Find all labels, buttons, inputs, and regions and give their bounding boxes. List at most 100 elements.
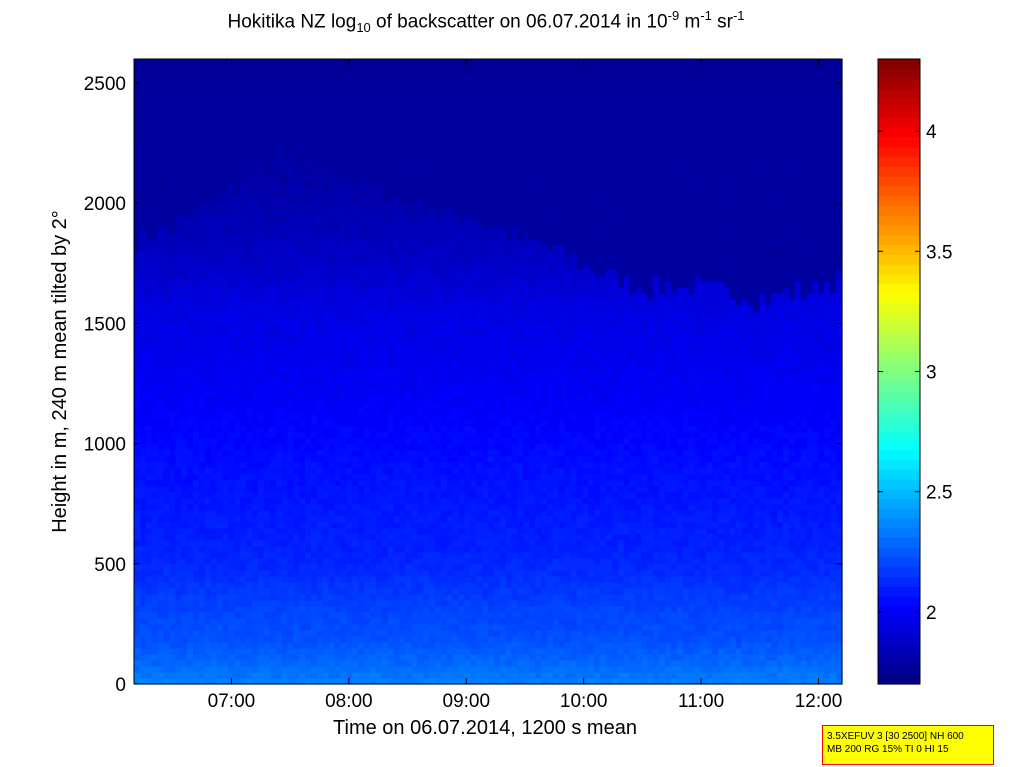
heatmap-cell — [175, 389, 182, 397]
heatmap-cell — [157, 203, 165, 210]
heatmap-cell — [381, 245, 389, 252]
heatmap-cell — [299, 581, 306, 589]
heatmap-cell — [352, 149, 359, 156]
heatmap-cell — [358, 197, 365, 204]
heatmap-cell — [405, 239, 412, 246]
heatmap-cell — [263, 641, 271, 649]
heatmap-cell — [328, 401, 336, 409]
heatmap-cell — [157, 119, 165, 126]
heatmap-cell — [240, 551, 247, 559]
heatmap-cell — [293, 497, 300, 505]
heatmap-cell — [169, 383, 176, 391]
heatmap-cell — [311, 89, 318, 96]
heatmap-cell — [393, 221, 401, 228]
heatmap-cell — [399, 479, 406, 487]
heatmap-cell — [269, 647, 277, 655]
heatmap-cell — [393, 521, 401, 529]
heatmap-cell — [275, 173, 283, 180]
heatmap-cell — [134, 245, 141, 252]
heatmap-cell — [263, 347, 271, 355]
heatmap-cell — [151, 251, 159, 258]
heatmap-cell — [193, 119, 200, 126]
heatmap-cell — [299, 461, 306, 469]
heatmap-cell — [322, 539, 330, 547]
heatmap-cell — [222, 371, 229, 379]
heatmap-cell — [134, 353, 141, 361]
heatmap-cell — [340, 671, 347, 679]
heatmap-cell — [204, 341, 212, 349]
heatmap-cell — [257, 557, 265, 565]
heatmap-cell — [299, 359, 306, 367]
heatmap-cell — [322, 137, 330, 144]
heatmap-cell — [175, 635, 182, 643]
heatmap-cell — [281, 539, 288, 547]
heatmap-cell — [257, 665, 265, 673]
heatmap-cell — [334, 119, 342, 126]
heatmap-cell — [228, 353, 235, 361]
heatmap-cell — [299, 635, 306, 643]
heatmap-cell — [139, 323, 147, 331]
heatmap-cell — [240, 143, 247, 150]
heatmap-cell — [134, 575, 141, 583]
heatmap-cell — [175, 617, 182, 625]
heatmap-cell — [228, 509, 235, 517]
heatmap-cell — [193, 65, 200, 72]
heatmap-cell — [169, 263, 176, 270]
heatmap-cell — [187, 257, 194, 264]
heatmap-cell — [375, 347, 383, 355]
heatmap-cell — [334, 293, 342, 300]
heatmap-cell — [322, 545, 330, 553]
heatmap-cell — [175, 149, 182, 156]
heatmap-cell — [246, 677, 253, 685]
heatmap-cell — [193, 239, 200, 246]
heatmap-cell — [305, 263, 312, 270]
heatmap-cell — [269, 419, 277, 427]
heatmap-cell — [246, 299, 253, 306]
heatmap-cell — [340, 653, 347, 661]
heatmap-cell — [222, 197, 229, 204]
heatmap-cell — [387, 611, 395, 619]
heatmap-cell — [299, 209, 306, 216]
heatmap-cell — [370, 623, 377, 631]
heatmap-cell — [263, 335, 271, 343]
heatmap-cell — [234, 275, 241, 282]
heatmap-cell — [370, 281, 377, 288]
heatmap-cell — [387, 371, 395, 379]
heatmap-cell — [198, 521, 206, 529]
heatmap-cell — [134, 437, 141, 445]
heatmap-cell — [228, 281, 235, 288]
heatmap-cell — [246, 221, 253, 228]
heatmap-cell — [139, 521, 147, 529]
heatmap-cell — [358, 251, 365, 258]
heatmap-cell — [204, 659, 212, 667]
heatmap-cell — [393, 425, 401, 433]
heatmap-cell — [346, 269, 353, 276]
heatmap-cell — [293, 563, 300, 571]
heatmap-cell — [322, 395, 330, 403]
heatmap-cell — [210, 677, 218, 685]
heatmap-cell — [381, 677, 389, 685]
heatmap-cell — [246, 143, 253, 150]
heatmap-cell — [204, 485, 212, 493]
heatmap-cell — [187, 581, 194, 589]
heatmap-cell — [364, 527, 371, 535]
heatmap-cell — [293, 587, 300, 595]
heatmap-cell — [228, 671, 235, 679]
heatmap-cell — [169, 671, 176, 679]
heatmap-cell — [281, 317, 288, 325]
heatmap-cell — [252, 329, 259, 337]
heatmap-cell — [175, 173, 182, 180]
heatmap-cell — [198, 449, 206, 457]
heatmap-cell — [181, 161, 188, 168]
heatmap-cell — [364, 233, 371, 240]
heatmap-cell — [204, 143, 212, 150]
heatmap-cell — [399, 185, 406, 192]
heatmap-cell — [269, 557, 277, 565]
heatmap-cell — [193, 503, 200, 511]
heatmap-cell — [299, 389, 306, 397]
heatmap-cell — [193, 587, 200, 595]
heatmap-cell — [358, 335, 365, 343]
heatmap-cell — [364, 341, 371, 349]
heatmap-cell — [234, 563, 241, 571]
heatmap-cell — [364, 665, 371, 673]
